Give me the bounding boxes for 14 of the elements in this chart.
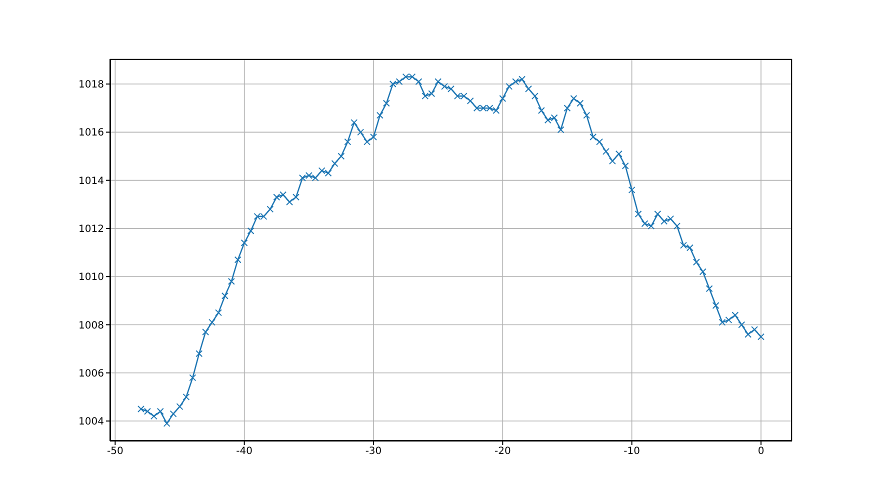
y-tick-label: 1006 <box>78 368 104 380</box>
y-tick-label: 1004 <box>78 416 104 428</box>
y-tick-label: 1014 <box>78 176 104 187</box>
x-tick-label: 0 <box>758 446 764 458</box>
x-tick-label: -30 <box>365 446 382 458</box>
x-tick-label: -50 <box>106 446 124 458</box>
x-tick-label: -10 <box>624 446 640 458</box>
y-tick-label: 1016 <box>78 128 104 139</box>
x-tick-label: -40 <box>236 446 253 458</box>
x-tick-label: -20 <box>494 446 511 458</box>
y-tick-label: 1012 <box>78 224 104 236</box>
y-tick-label: 1008 <box>78 320 104 332</box>
y-tick-label: 1010 <box>78 272 104 284</box>
y-tick-label: 1018 <box>78 80 104 91</box>
